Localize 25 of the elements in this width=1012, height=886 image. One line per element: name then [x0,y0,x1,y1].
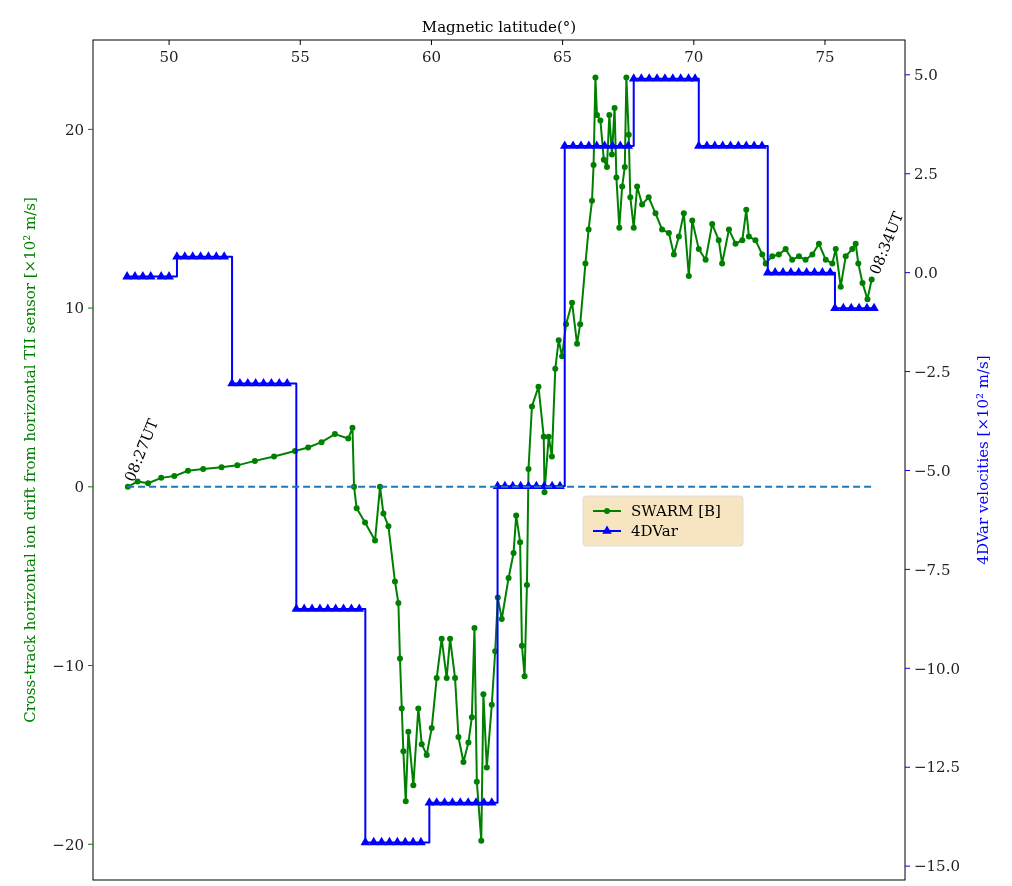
y-axis-title: Cross-track horizontal ion drift from horizontal TII sensor [×10² m/s] [21,197,39,723]
y2-tick-label: −5.0 [914,461,951,480]
x-tick-label: 50 [159,48,179,66]
x-tick-label: 55 [290,48,310,66]
y-tick-label: 10 [64,299,84,318]
y-tick-label: −10 [52,656,84,675]
x-tick-label: 70 [684,48,704,66]
x-tick-label: 60 [421,48,441,66]
y2-axis-title: 4DVar velocities [×10² m/s] [974,355,992,565]
y2-tick-label: 5.0 [914,66,938,85]
y-tick-label: −20 [52,835,84,854]
y2-tick-label: −2.5 [914,362,951,381]
x-tick-label: 65 [553,48,573,66]
y2-tick-label: −15.0 [914,857,960,876]
y2-tick-label: 0.0 [914,263,938,282]
x-axis-title: Magnetic latitude(°) [421,18,577,36]
y2-tick-label: 2.5 [914,164,938,183]
x-tick-label: 75 [815,48,835,66]
y2-tick-label: −10.0 [914,659,960,678]
legend-label: SWARM [B] [631,502,721,521]
y2-tick-label: −7.5 [914,560,951,579]
y-tick-label: 0 [74,478,84,497]
legend-label: 4DVar [631,522,679,541]
y-tick-label: 20 [64,120,84,139]
y2-tick-label: −12.5 [914,758,960,777]
